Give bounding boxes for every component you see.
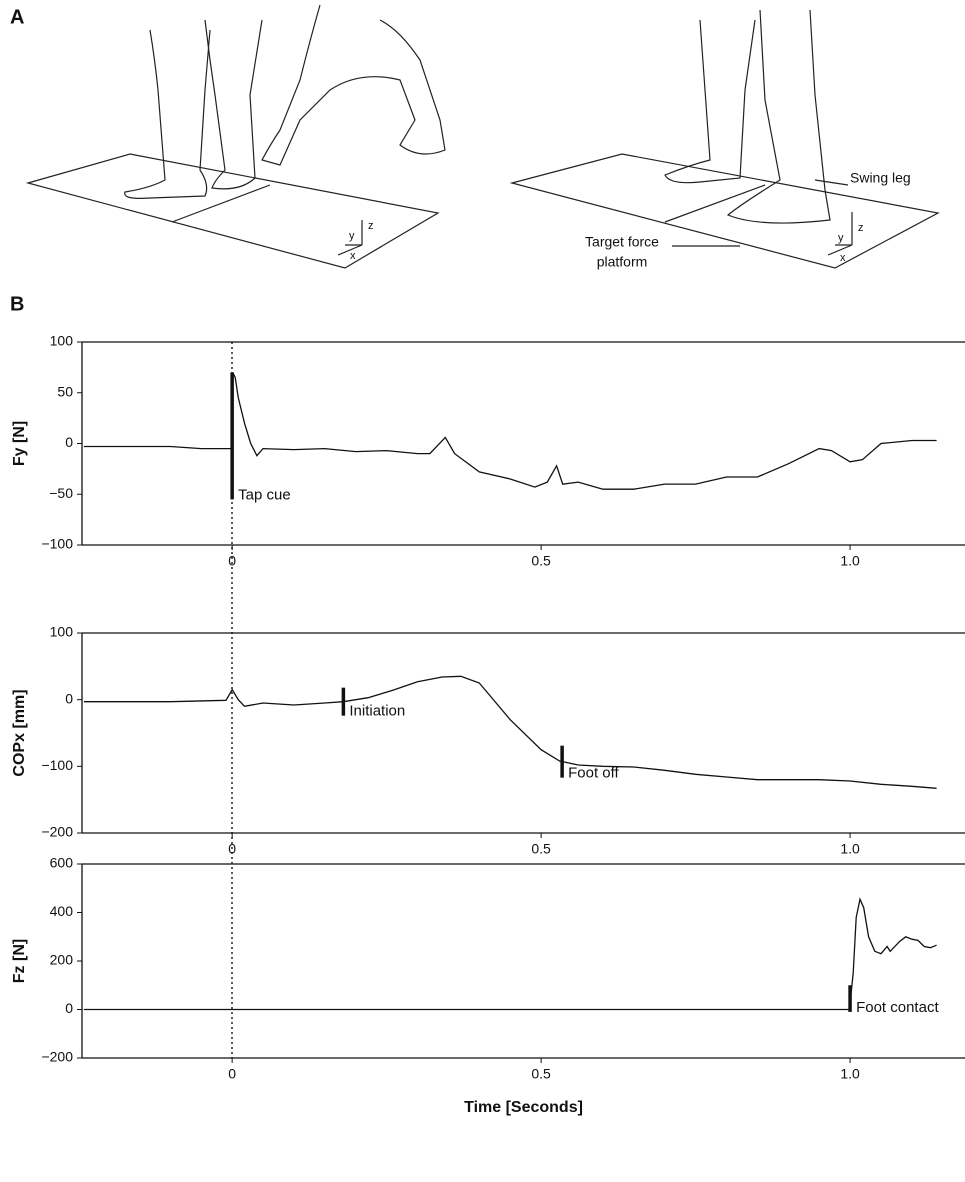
x-tick-label: 1.0 [840,1066,860,1082]
y-tick-label: 400 [50,903,74,919]
y-tick-label: −200 [41,1049,73,1065]
x-axis-label: Time [Seconds] [464,1099,583,1116]
illustration-left [25,4,446,269]
y-tick-label: 0 [65,690,73,706]
y-tick-label: 200 [50,952,74,968]
x-tick-label: 0.5 [531,1066,551,1082]
panel-label: B [10,293,24,315]
y-axis-label: COPx [mm] [11,689,28,776]
annotation: Target force [585,234,659,250]
y-tick-label: 100 [50,333,74,349]
data-line [83,675,937,789]
x-tick-label: 0.5 [531,553,551,569]
y-tick-label: 50 [57,383,73,399]
axis-label: z [858,222,864,234]
y-axis-label: Fy [N] [11,421,28,466]
y-tick-label: −100 [41,757,73,773]
annotation: platform [597,254,648,270]
y-tick-label: 0 [65,434,73,450]
x-tick-label: 0 [228,553,236,569]
axis-label: z [368,220,374,232]
y-tick-label: −100 [41,536,73,552]
data-line [83,372,937,490]
axis-label: x [350,250,356,262]
annotation: Tap cue [238,486,291,503]
y-axis-label: Fz [N] [11,939,28,983]
annotation: Foot contact [856,999,939,1016]
axis-label: x [840,252,846,264]
x-tick-label: 1.0 [840,553,860,569]
y-tick-label: −50 [49,485,73,501]
y-tick-label: −200 [41,824,73,840]
x-tick-label: 0 [228,841,236,857]
y-tick-label: 100 [50,624,74,640]
data-line [83,897,937,1011]
y-tick-label: 0 [65,1000,73,1016]
x-tick-label: 0 [228,1066,236,1082]
panel-label: A [10,6,24,28]
illustration-right [509,9,940,269]
annotation: Swing leg [850,170,911,186]
x-tick-label: 1.0 [840,841,860,857]
axis-label: y [349,230,355,242]
axis-label: y [838,232,844,244]
annotation: Foot off [568,765,619,782]
x-tick-label: 0.5 [531,841,551,857]
y-tick-label: 600 [50,855,74,871]
annotation: Initiation [349,703,405,720]
